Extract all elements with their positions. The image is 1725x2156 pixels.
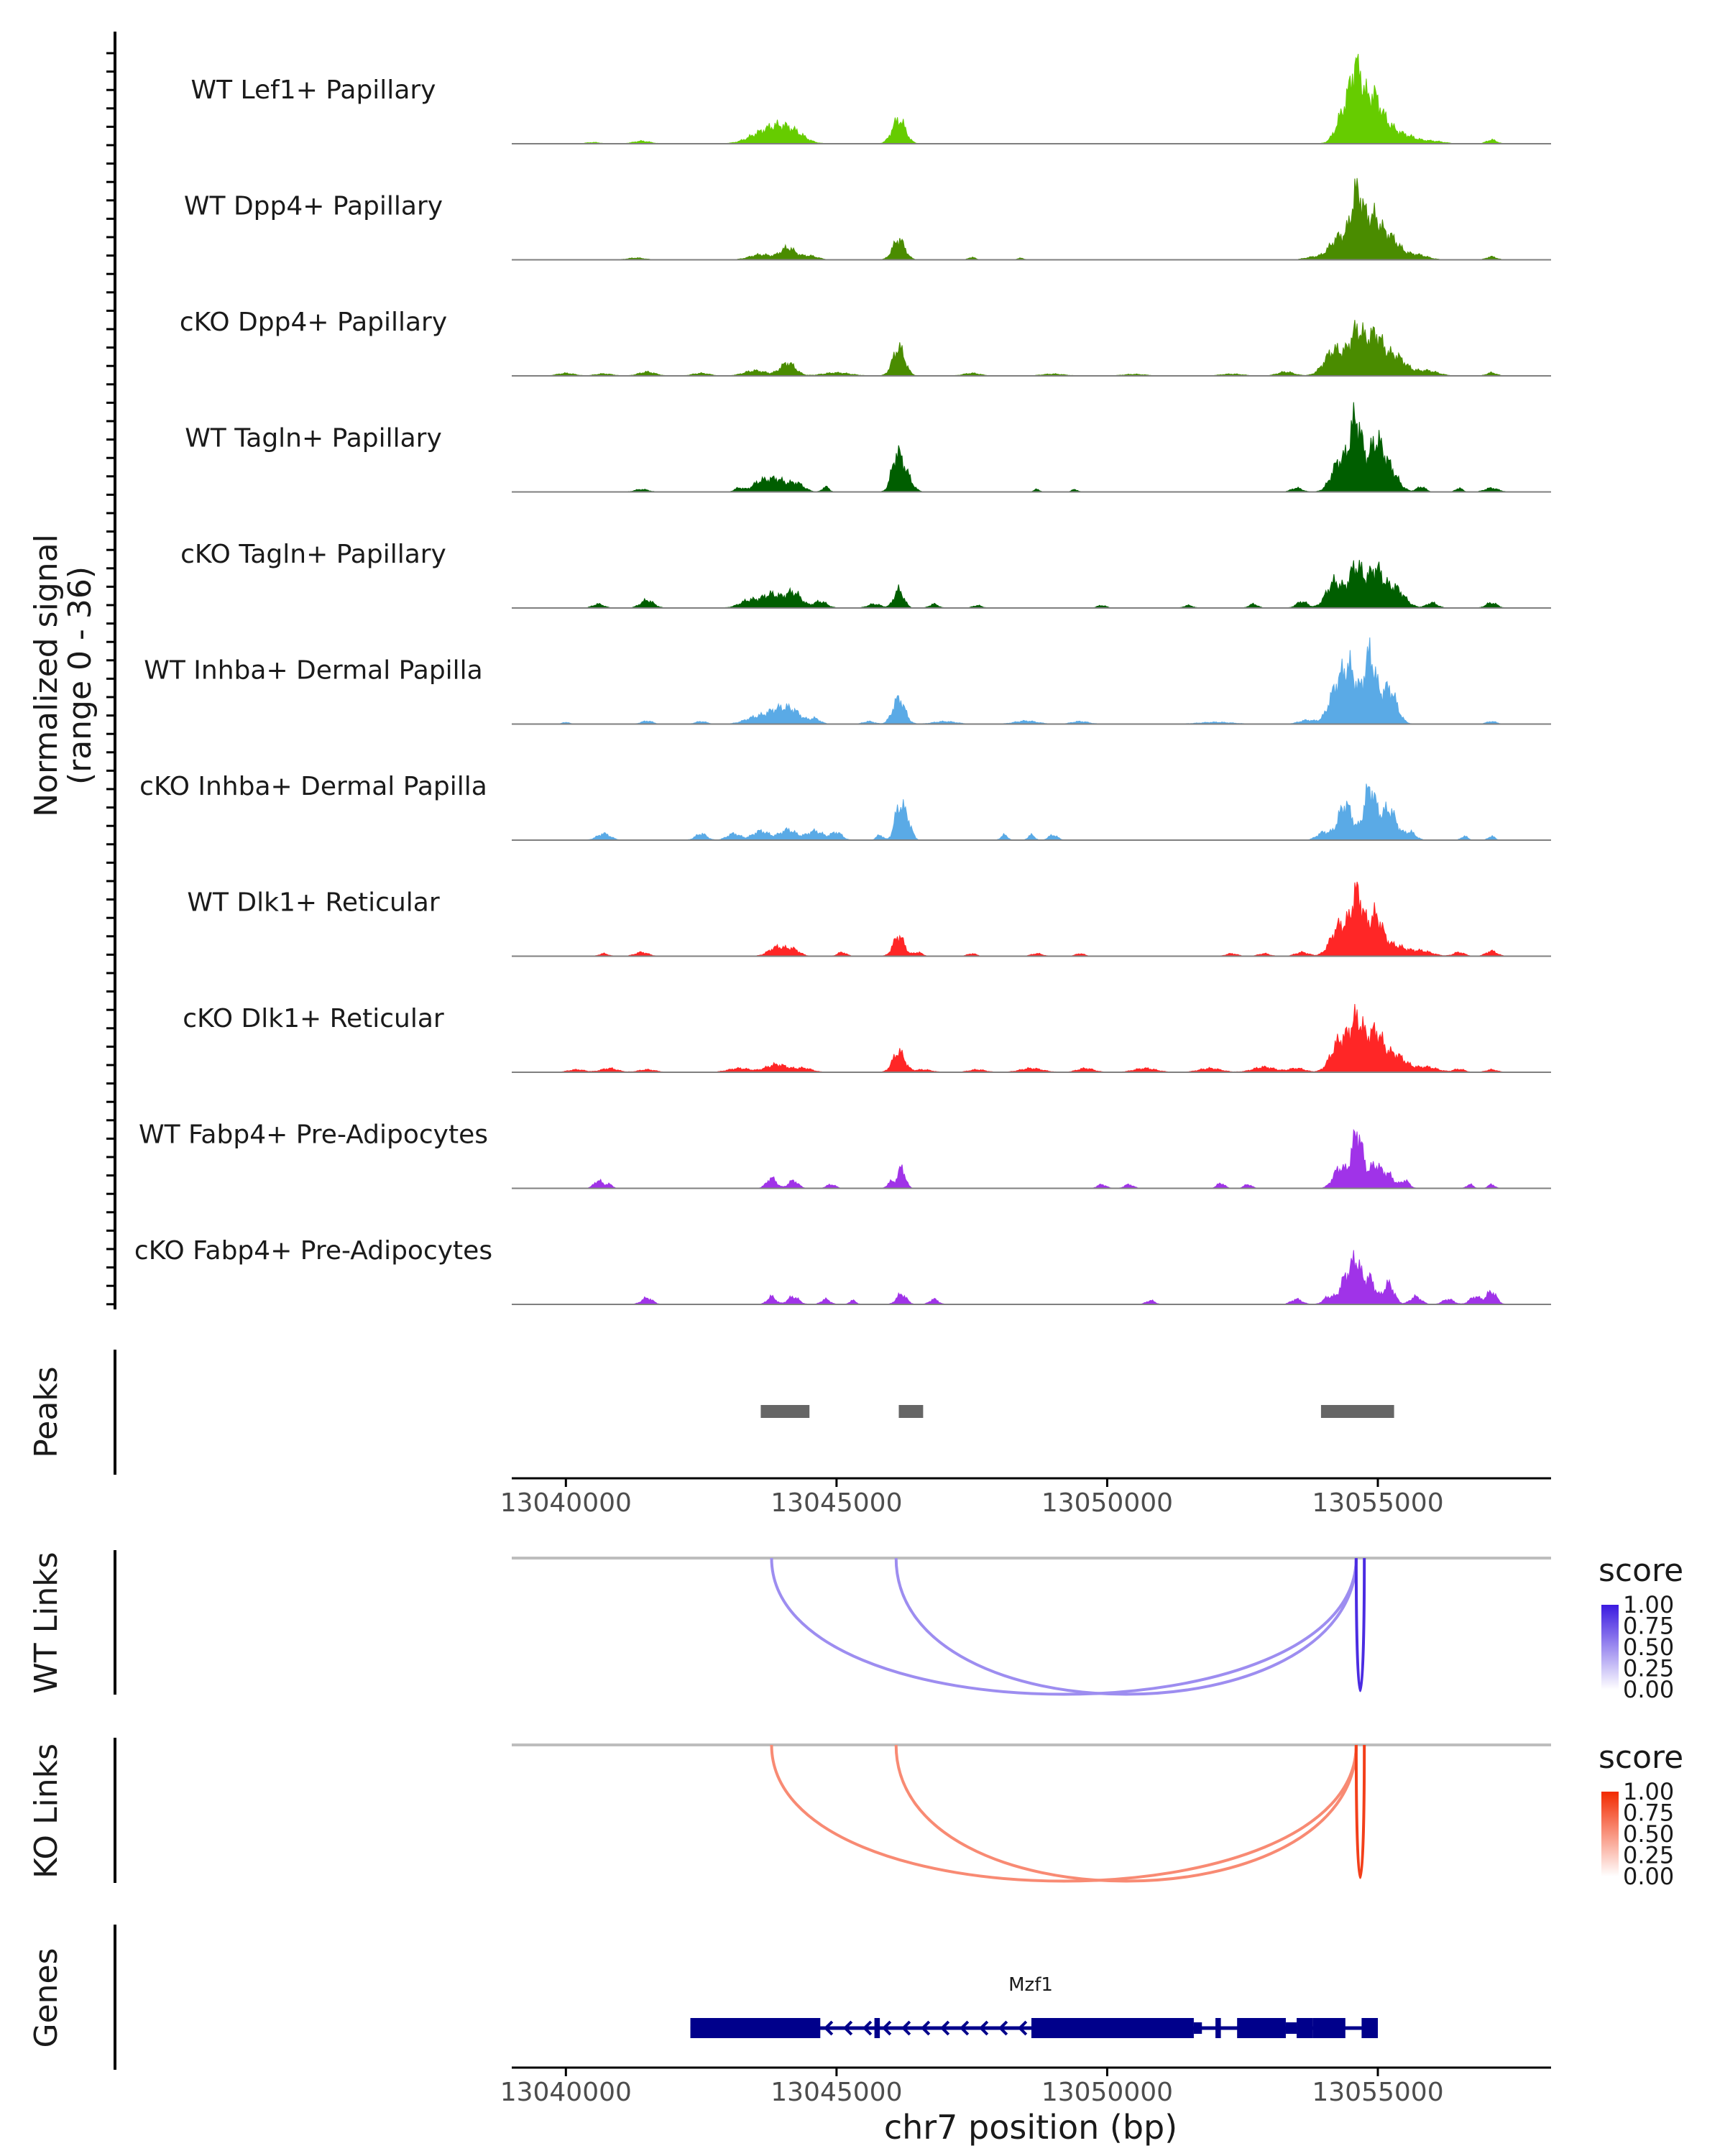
coverage-track: WT Inhba+ Dermal Papilla [144,637,1551,724]
coverage-track-label: WT Dlk1+ Reticular [187,888,439,918]
gene-exon [1361,2018,1378,2038]
x-tick-label: 13050000 [1041,1488,1173,1518]
x-tick-label: 13040000 [500,2078,632,2107]
gene-model [691,2018,1378,2038]
gene-name-label: Mzf1 [1008,1974,1053,1996]
x-tick-label: 13045000 [770,2078,902,2107]
ko-links-section: KO Links [28,1738,1551,1883]
peaks-section: Peaks [28,1350,1394,1475]
genes-section: Genes Mzf1 [28,1925,1378,2070]
x-tick-label: 13055000 [1312,2078,1443,2107]
ko-links-label: KO Links [28,1743,65,1879]
x-tick-label: 13055000 [1312,1488,1443,1518]
wt-score-legend: score 1.000.750.500.250.00 [1598,1552,1683,1703]
x-axis-title: chr7 position (bp) [884,2108,1177,2147]
coverage-area [534,1250,1508,1305]
coverage-area [534,320,1508,376]
coverage-area [534,882,1508,957]
gene-exon [1297,2018,1313,2038]
coverage-area [534,178,1508,260]
coverage-section: Normalized signal (range 0 - 36) WT Lef1… [28,32,1551,1309]
gene-exon [1031,2018,1194,2038]
coverage-y-range-label: (range 0 - 36) [62,566,98,785]
genes-label: Genes [28,1948,65,2047]
ko-legend-colorbar [1601,1792,1619,1876]
gene-exon [1313,2018,1346,2038]
link-arc [1356,1745,1364,1878]
coverage-area [534,784,1508,841]
coverage-track-label: WT Lef1+ Papillary [191,75,436,105]
coverage-area [534,1130,1508,1188]
chart-figure: Normalized signal (range 0 - 36) WT Lef1… [0,0,1725,2156]
coverage-area [534,1004,1508,1072]
coverage-tracks: WT Lef1+ Papillary WT Dpp4+ Papillary cKO … [134,54,1551,1304]
gene-exon [691,2018,821,2038]
gene-utr [1286,2022,1297,2034]
coverage-track: cKO Dlk1+ Reticular [183,1004,1551,1072]
ko-link-arcs [772,1745,1365,1881]
ko-legend-ticks: 1.000.750.500.250.00 [1623,1778,1674,1890]
coverage-track-label: cKO Tagln+ Papillary [180,540,446,569]
wt-links-label: WT Links [28,1552,65,1693]
peak-intervals [760,1405,1394,1418]
coverage-track: WT Dlk1+ Reticular [187,882,1551,957]
coverage-track: cKO Tagln+ Papillary [180,540,1551,608]
coverage-track: WT Tagln+ Papillary [185,402,1551,492]
coverage-area [534,402,1508,492]
x-tick-label: 13040000 [500,1488,632,1518]
coverage-track: cKO Fabp4+ Pre-Adipocytes [134,1236,1551,1304]
gene-exon [1215,2018,1221,2038]
peak-interval [898,1405,923,1418]
wt-legend-ticks: 1.000.750.500.250.00 [1623,1591,1674,1703]
coverage-track-label: cKO Inhba+ Dermal Papilla [139,772,487,801]
legend-tick-label: 0.00 [1623,1863,1674,1890]
coverage-track-label: WT Inhba+ Dermal Papilla [144,656,482,686]
coverage-track-label: WT Fabp4+ Pre-Adipocytes [139,1120,488,1150]
ko-score-legend: score 1.000.750.500.250.00 [1598,1739,1683,1890]
wt-legend-colorbar [1601,1605,1619,1690]
coverage-track-label: cKO Dpp4+ Papillary [180,308,447,337]
coverage-area [534,560,1508,608]
legend-tick-label: 0.00 [1623,1676,1674,1703]
link-arc [772,1745,1356,1881]
x-axis-top: 13040000 13045000 13050000 13055000 [500,1478,1551,1518]
coverage-track: WT Dpp4+ Papillary [184,178,1551,260]
link-arc [896,1745,1356,1881]
gene-exon [1237,2018,1286,2038]
x-axis-bottom: 13040000 13045000 13050000 13055000 [500,2068,1551,2107]
coverage-track: WT Lef1+ Papillary [191,54,1551,144]
coverage-area [534,54,1508,144]
coverage-track-label: WT Dpp4+ Papillary [184,192,443,221]
coverage-y-label: Normalized signal [28,534,65,817]
gene-utr [1194,2022,1202,2034]
wt-links-section: WT Links [28,1550,1551,1695]
wt-legend-title: score [1598,1552,1683,1589]
link-arc [896,1558,1356,1695]
gene-exon [875,2018,880,2038]
coverage-track: cKO Inhba+ Dermal Papilla [139,772,1551,840]
link-arc [1356,1558,1364,1691]
coverage-track-label: cKO Dlk1+ Reticular [183,1004,444,1033]
coverage-track: cKO Dpp4+ Papillary [180,308,1551,376]
coverage-track-label: WT Tagln+ Papillary [185,424,442,453]
wt-link-arcs [772,1558,1365,1695]
coverage-track-label: cKO Fabp4+ Pre-Adipocytes [134,1236,492,1266]
ko-legend-title: score [1598,1739,1683,1776]
x-tick-label: 13050000 [1041,2078,1173,2107]
peak-interval [760,1405,809,1418]
coverage-area [534,637,1508,724]
x-tick-label: 13045000 [770,1488,902,1518]
link-arc [772,1558,1356,1695]
peak-interval [1321,1405,1394,1418]
coverage-track: WT Fabp4+ Pre-Adipocytes [139,1120,1551,1189]
peaks-label: Peaks [28,1366,65,1457]
